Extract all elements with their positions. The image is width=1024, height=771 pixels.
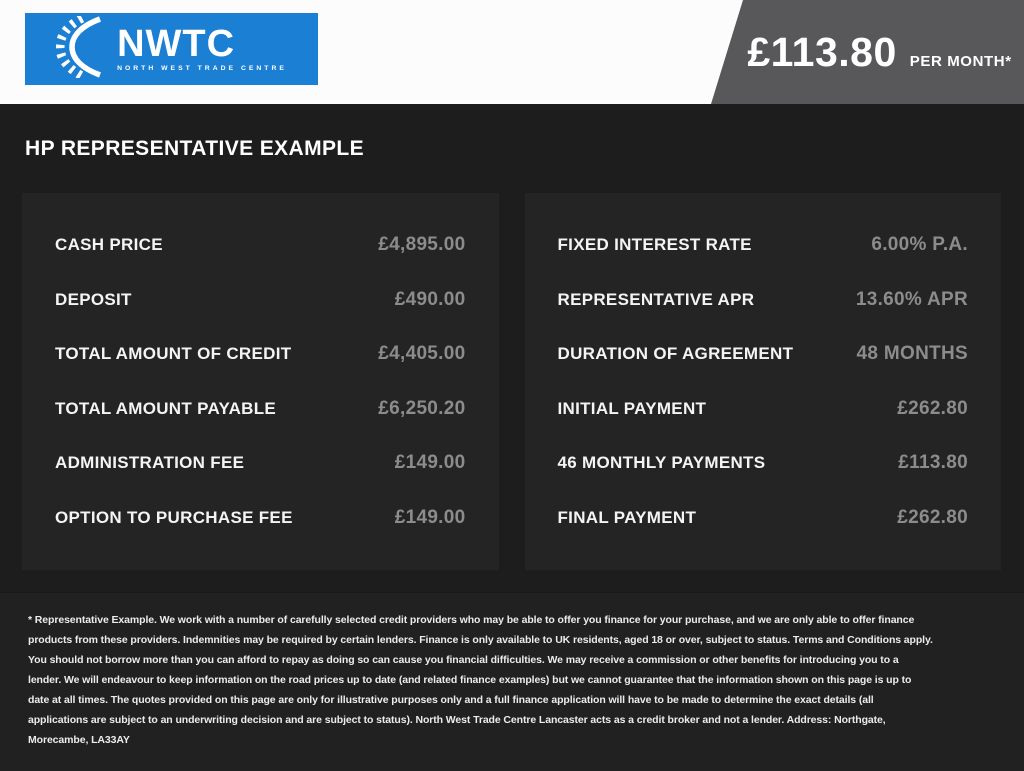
page-title: HP REPRESENTATIVE EXAMPLE bbox=[25, 137, 365, 160]
row-label: FINAL PAYMENT bbox=[557, 507, 697, 527]
row-label: OPTION TO PURCHASE FEE bbox=[55, 507, 293, 527]
row-value: £149.00 bbox=[394, 452, 466, 474]
row-label: 46 MONTHLY PAYMENTS bbox=[557, 453, 766, 473]
row-label: REPRESENTATIVE APR bbox=[557, 289, 755, 309]
row-value: £4,405.00 bbox=[378, 343, 466, 365]
row-value: 13.60% APR bbox=[855, 288, 968, 310]
row-value: £490.00 bbox=[394, 288, 466, 310]
row-value: £113.80 bbox=[898, 452, 968, 474]
table-row: DURATION OF AGREEMENT 48 MONTHS bbox=[558, 327, 969, 382]
row-label: TOTAL AMOUNT PAYABLE bbox=[55, 398, 277, 418]
price-banner-inner: £113.80 PER MONTH* bbox=[747, 29, 1011, 76]
table-row: DEPOSIT £490.00 bbox=[55, 273, 466, 328]
monthly-price-period: PER MONTH* bbox=[909, 52, 1012, 70]
row-label: DEPOSIT bbox=[55, 289, 132, 309]
table-row: OPTION TO PURCHASE FEE £149.00 bbox=[55, 491, 466, 546]
table-row: INITIAL PAYMENT £262.80 bbox=[558, 382, 969, 437]
finance-table-left: CASH PRICE £4,895.00 DEPOSIT £490.00 TOT… bbox=[22, 193, 499, 570]
row-value: 48 MONTHS bbox=[856, 343, 968, 365]
table-row: FINAL PAYMENT £262.80 bbox=[558, 491, 969, 546]
logo-abbr: NWTC bbox=[117, 23, 236, 65]
table-row: FIXED INTEREST RATE 6.00% P.A. bbox=[558, 218, 969, 273]
price-banner: £113.80 PER MONTH* bbox=[711, 0, 1024, 104]
nwtc-logo: NWTC NORTH WEST TRADE CENTRE bbox=[25, 13, 318, 85]
tyre-icon bbox=[55, 14, 110, 83]
row-label: ADMINISTRATION FEE bbox=[55, 453, 245, 473]
table-row: ADMINISTRATION FEE £149.00 bbox=[55, 436, 466, 491]
table-row: TOTAL AMOUNT OF CREDIT £4,405.00 bbox=[55, 327, 466, 382]
main-section: HP REPRESENTATIVE EXAMPLE CASH PRICE £4,… bbox=[0, 137, 1024, 771]
table-row: 46 MONTHLY PAYMENTS £113.80 bbox=[558, 436, 969, 491]
row-value: £6,250.20 bbox=[378, 397, 466, 419]
finance-tables: CASH PRICE £4,895.00 DEPOSIT £490.00 TOT… bbox=[22, 193, 1001, 570]
table-row: TOTAL AMOUNT PAYABLE £6,250.20 bbox=[55, 382, 466, 437]
monthly-price: £113.80 bbox=[747, 28, 897, 75]
logo-fullname: NORTH WEST TRADE CENTRE bbox=[117, 65, 287, 72]
disclaimer-text: * Representative Example. We work with a… bbox=[28, 614, 933, 746]
table-row: CASH PRICE £4,895.00 bbox=[55, 218, 466, 273]
header: NWTC NORTH WEST TRADE CENTRE £113.80 PER… bbox=[0, 0, 1024, 104]
logo-text: NWTC NORTH WEST TRADE CENTRE bbox=[117, 23, 287, 72]
row-value: £149.00 bbox=[394, 506, 466, 528]
footer: * Representative Example. We work with a… bbox=[0, 592, 1024, 771]
table-row: REPRESENTATIVE APR 13.60% APR bbox=[558, 273, 969, 328]
row-label: DURATION OF AGREEMENT bbox=[557, 344, 794, 364]
row-label: INITIAL PAYMENT bbox=[557, 398, 707, 418]
row-value: £4,895.00 bbox=[378, 234, 466, 256]
row-label: TOTAL AMOUNT OF CREDIT bbox=[55, 344, 292, 364]
finance-table-right: FIXED INTEREST RATE 6.00% P.A. REPRESENT… bbox=[524, 193, 1001, 570]
row-label: CASH PRICE bbox=[55, 235, 163, 255]
row-label: FIXED INTEREST RATE bbox=[557, 235, 752, 255]
row-value: £262.80 bbox=[897, 506, 968, 528]
row-value: £262.80 bbox=[897, 397, 968, 419]
row-value: 6.00% P.A. bbox=[871, 234, 968, 256]
